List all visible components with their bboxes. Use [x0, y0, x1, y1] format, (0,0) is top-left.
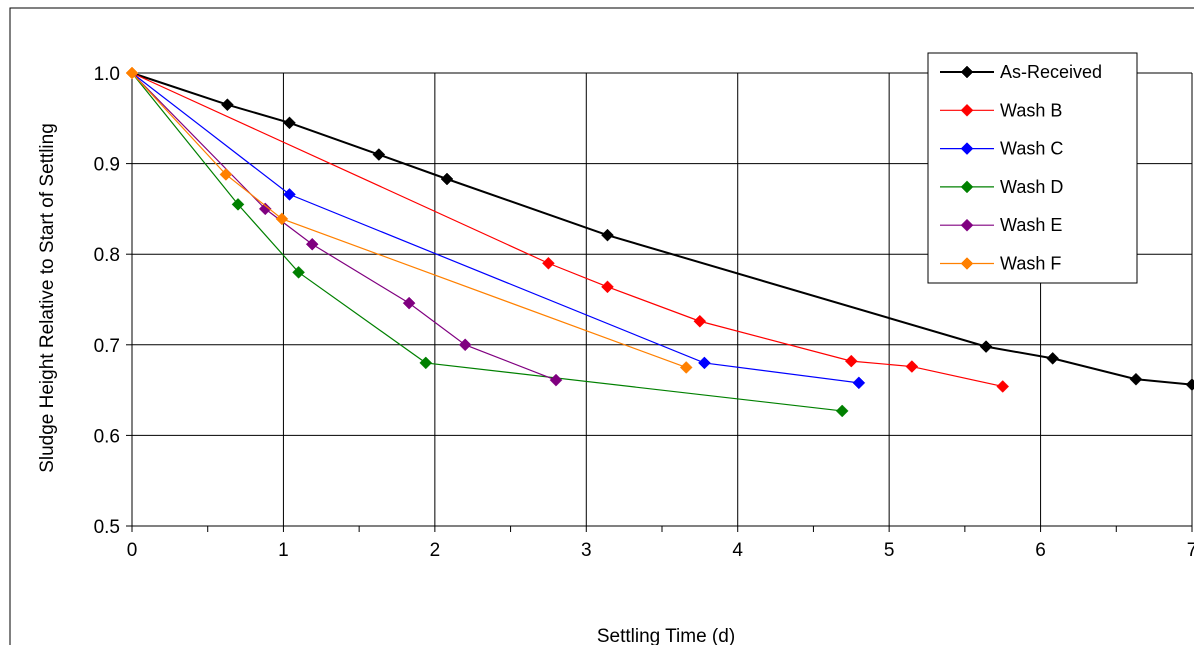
- data-point: [440, 172, 454, 186]
- x-tick-label: 3: [581, 540, 592, 561]
- legend-swatch-marker: [960, 65, 974, 79]
- y-tick-label: 0.6: [94, 426, 120, 447]
- legend-swatch-marker: [960, 257, 974, 270]
- series-layer: [125, 66, 1194, 418]
- data-point: [231, 198, 245, 211]
- series-wash-b: [125, 66, 1010, 393]
- data-point: [549, 373, 563, 387]
- legend-swatch-marker: [960, 103, 974, 117]
- data-point: [698, 356, 711, 370]
- data-point: [996, 380, 1010, 393]
- data-point: [458, 338, 472, 352]
- legend-item: Wash F: [940, 254, 1061, 274]
- legend: As-Received Wash B Wash C Wash D Wash E Wash …: [927, 52, 1138, 284]
- x-tick-label: 1: [278, 540, 289, 561]
- y-tick-label: 1.0: [94, 64, 120, 85]
- legend-item: As-Received: [940, 62, 1102, 82]
- legend-swatch-marker: [960, 142, 974, 155]
- axes-layer: 0.5 0.6 0.7 0.8 0.9 1.0 0 1 2 3 4 5 6 7: [94, 64, 1194, 561]
- data-point: [693, 314, 707, 328]
- y-axis-title: Sludge Height Relative to Start of Settl…: [37, 123, 58, 473]
- data-point: [402, 296, 416, 310]
- y-tick-label: 0.5: [94, 517, 120, 538]
- data-point: [844, 354, 858, 368]
- data-point: [1185, 378, 1194, 392]
- series-line: [131, 72, 843, 412]
- x-tick-label: 0: [127, 540, 138, 561]
- legend-label: Wash C: [1000, 139, 1063, 159]
- data-point: [283, 188, 296, 201]
- x-tick-label: 7: [1187, 540, 1194, 561]
- data-point: [419, 356, 433, 370]
- data-point: [258, 202, 272, 216]
- data-point: [292, 265, 305, 279]
- y-tick-label: 0.7: [94, 336, 120, 357]
- data-point: [221, 98, 234, 112]
- legend-item: Wash B: [940, 100, 1062, 120]
- legend-label: Wash D: [1000, 177, 1063, 197]
- x-tick-label: 6: [1035, 540, 1046, 561]
- series-wash-f: [125, 66, 693, 374]
- data-point: [305, 237, 319, 251]
- legend-swatch-marker: [960, 218, 974, 232]
- data-point: [835, 404, 849, 418]
- legend-item: Wash C: [940, 139, 1063, 159]
- data-point: [905, 360, 919, 373]
- series-line: [131, 72, 1193, 386]
- data-point: [372, 148, 386, 161]
- legend-label: Wash B: [1000, 100, 1062, 120]
- y-tick-label: 0.9: [94, 155, 120, 176]
- x-tick-label: 5: [884, 540, 895, 561]
- data-point: [979, 340, 993, 353]
- data-point: [852, 376, 866, 390]
- data-point: [1129, 372, 1143, 386]
- series-line: [131, 72, 687, 369]
- data-point: [601, 280, 614, 294]
- x-tick-label: 2: [430, 540, 441, 561]
- series-line: [131, 72, 1003, 388]
- data-point: [275, 212, 289, 226]
- series-line: [131, 72, 859, 384]
- legend-item: Wash D: [940, 177, 1063, 197]
- y-tick-label: 0.8: [94, 245, 120, 266]
- data-point: [601, 228, 614, 242]
- series-wash-e: [125, 66, 563, 387]
- data-point: [1046, 352, 1060, 365]
- data-point: [679, 361, 693, 374]
- chart-area-border: [9, 7, 1194, 645]
- x-axis-title: Settling Time (d): [597, 626, 735, 645]
- data-point: [125, 66, 139, 80]
- legend-label: Wash F: [1000, 254, 1061, 274]
- legend-label: As-Received: [1000, 62, 1102, 82]
- data-point: [283, 116, 296, 130]
- series-line: [131, 72, 557, 381]
- legend-item: Wash E: [940, 215, 1062, 235]
- data-point: [219, 168, 233, 181]
- legend-swatch-marker: [960, 180, 974, 194]
- legend-label: Wash E: [1000, 215, 1062, 235]
- legend-box: [927, 52, 1138, 284]
- x-tick-label: 4: [732, 540, 743, 561]
- data-point: [542, 256, 555, 270]
- series-wash-c: [125, 66, 866, 390]
